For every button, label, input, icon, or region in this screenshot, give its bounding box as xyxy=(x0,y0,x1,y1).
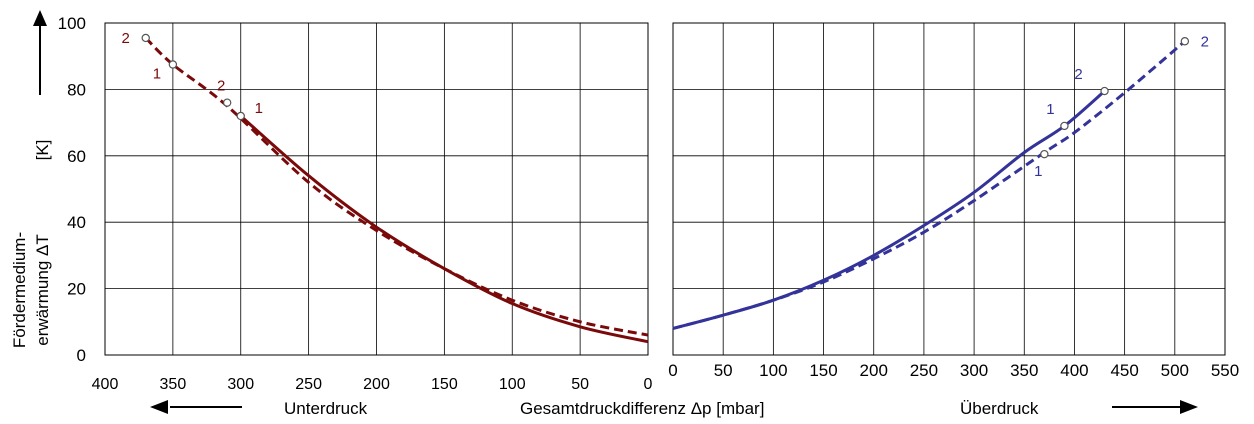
x-tick-label: 350 xyxy=(1010,361,1038,380)
data-point-label: 1 xyxy=(1034,163,1042,180)
x-tick-label: 250 xyxy=(910,361,938,380)
y-axis-unit: [K] xyxy=(33,140,52,161)
y-axis-label-line2: erwärmung ΔT xyxy=(33,234,52,346)
x-tick-label: 50 xyxy=(571,376,589,393)
y-tick-label: 100 xyxy=(58,14,86,33)
data-point-label: 2 xyxy=(1201,33,1209,50)
y-tick-label: 80 xyxy=(67,80,86,99)
x-tick-label: 250 xyxy=(295,376,322,393)
data-point-label: 2 xyxy=(217,78,225,95)
series-layer xyxy=(144,36,1186,344)
x-tick-label: 400 xyxy=(92,376,119,393)
series-line-solid xyxy=(672,89,1106,330)
y-tick-label: 60 xyxy=(67,147,86,166)
x-tick-label: 150 xyxy=(431,376,458,393)
y-axis-arrow-icon xyxy=(33,10,47,95)
x-tick-label: 450 xyxy=(1110,361,1138,380)
x-tick-label: 150 xyxy=(809,361,837,380)
x-tick-label: 400 xyxy=(1060,361,1088,380)
series-line-dashed xyxy=(672,40,1186,330)
x-tick-label: 50 xyxy=(714,361,733,380)
x-axis-label: Gesamtdruckdifferenz Δp [mbar] xyxy=(520,399,764,418)
data-point-marker xyxy=(168,60,178,69)
x-tick-label: 100 xyxy=(759,361,787,380)
x-tick-label: 100 xyxy=(499,376,526,393)
data-point-label: 1 xyxy=(1046,101,1054,118)
x-tick-label: 500 xyxy=(1161,361,1189,380)
data-point-label: 2 xyxy=(122,30,130,47)
data-point-marker xyxy=(236,111,245,121)
y-axis-label-line1: Fördermedium- xyxy=(10,232,29,348)
x-tick-label: 550 xyxy=(1211,361,1239,380)
marker-layer: 2 1 2 1 1 1 2 2 xyxy=(122,30,1209,180)
x-tick-label: 350 xyxy=(160,376,187,393)
right-arrow-icon xyxy=(1112,400,1198,414)
data-point-label: 2 xyxy=(1074,66,1082,83)
data-point-marker xyxy=(141,33,150,43)
x-tick-label: 300 xyxy=(960,361,988,380)
data-point-marker xyxy=(222,98,232,107)
y-tick-label: 0 xyxy=(77,346,86,365)
y-tick-label: 20 xyxy=(67,280,86,299)
grid-layer xyxy=(104,22,1226,356)
ueberdruck-label: Überdruck xyxy=(960,399,1039,418)
x-tick-label: 0 xyxy=(644,376,653,393)
data-point-marker xyxy=(1040,149,1049,159)
data-point-label: 1 xyxy=(153,66,161,83)
data-point-marker xyxy=(1180,37,1190,46)
data-point-marker xyxy=(1060,121,1069,131)
series-line-dashed xyxy=(144,36,649,337)
x-tick-label: 300 xyxy=(227,376,254,393)
data-point-label: 1 xyxy=(255,100,263,117)
data-point-marker xyxy=(1100,86,1109,96)
x-tick-label: 0 xyxy=(668,361,677,380)
unterdruck-label: Unterdruck xyxy=(284,399,368,418)
y-tick-label: 40 xyxy=(67,213,86,232)
x-tick-label: 200 xyxy=(860,361,888,380)
x-tick-label: 200 xyxy=(363,376,390,393)
left-arrow-icon xyxy=(150,400,242,414)
